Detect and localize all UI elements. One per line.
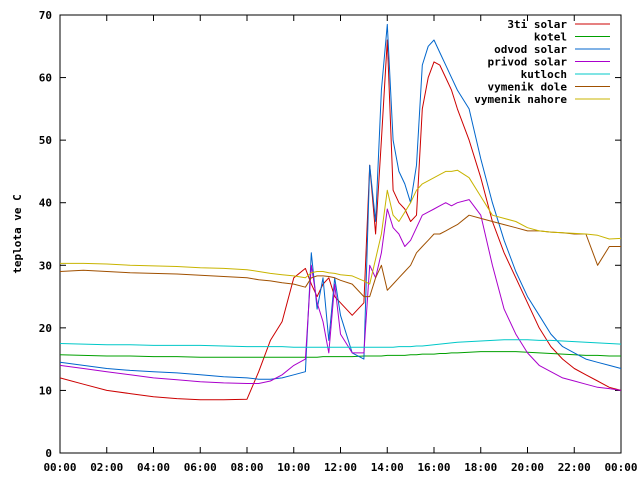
x-tick-label: 20:00 <box>511 461 544 474</box>
x-tick-label: 22:00 <box>558 461 591 474</box>
y-axis: 0 10 20 30 40 50 60 70 <box>39 9 621 460</box>
legend-label-privod-solar: privod solar <box>488 56 568 69</box>
x-tick-label: 12:00 <box>324 461 357 474</box>
y-tick-label: 70 <box>39 9 52 22</box>
series-line-odvod-solar <box>59 23 622 380</box>
legend-label-kotel: kotel <box>534 31 567 44</box>
y-tick-label: 20 <box>39 322 52 335</box>
y-tick-label: 10 <box>39 384 52 397</box>
y-tick-label: 50 <box>39 134 52 147</box>
x-tick-label: 04:00 <box>137 461 170 474</box>
x-tick-label: 00:00 <box>604 461 637 474</box>
x-axis: 00:00 02:00 04:00 06:00 08:00 10:00 12:00 14:00… <box>43 15 638 474</box>
x-tick-label: 02:00 <box>90 461 123 474</box>
legend-label-kutloch: kutloch <box>521 68 567 81</box>
series-lines <box>59 23 622 401</box>
y-tick-label: 40 <box>39 197 52 210</box>
series-line-privod-solar <box>59 199 622 391</box>
x-tick-label: 18:00 <box>464 461 497 474</box>
y-axis-label: teplota ve C <box>11 194 24 273</box>
y-tick-label: 60 <box>39 72 52 85</box>
series-line-vymenik-dole <box>59 214 621 298</box>
x-tick-label: 16:00 <box>417 461 450 474</box>
x-tick-label: 00:00 <box>43 461 76 474</box>
x-tick-label: 14:00 <box>371 461 404 474</box>
legend-label-odvod-solar: odvod solar <box>494 43 567 56</box>
y-tick-label: 0 <box>45 447 52 460</box>
x-tick-label: 10:00 <box>277 461 310 474</box>
series-line-kotel <box>59 351 621 358</box>
series-line-vymenik-nahore <box>60 169 622 285</box>
plot-frame <box>59 14 622 454</box>
series-line-3ti-solar <box>59 39 622 401</box>
series-line-kutloch <box>59 339 622 348</box>
legend-label-vymenik-nahore: vymenik nahore <box>474 93 567 106</box>
legend-label-vymenik-dole: vymenik dole <box>488 81 568 94</box>
x-tick-label: 08:00 <box>230 461 263 474</box>
legend-label-3ti-solar: 3ti solar <box>507 18 567 31</box>
y-tick-label: 30 <box>39 259 52 272</box>
x-tick-label: 06:00 <box>184 461 217 474</box>
